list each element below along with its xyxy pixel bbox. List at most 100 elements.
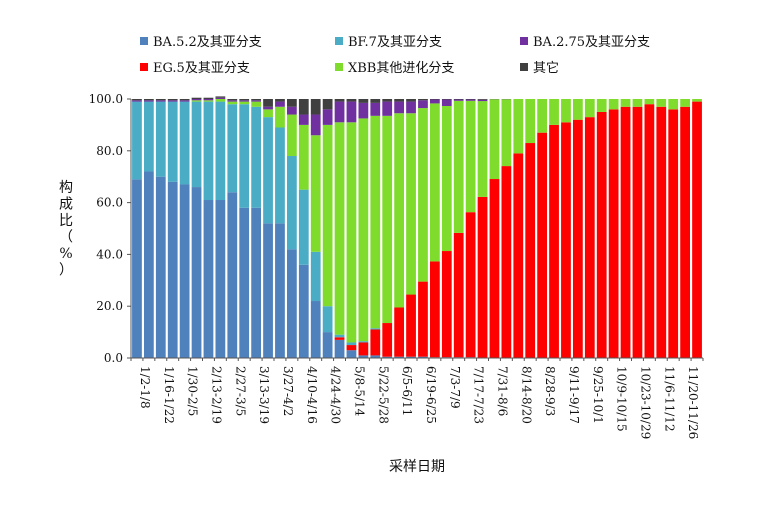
bar-segment-4-4 [180,100,190,101]
bar-segment-3-33 [525,99,535,143]
bar-segment-0-18 [347,350,357,358]
bar-segment-1-42 [633,107,643,358]
bar-segment-4-20 [370,103,380,116]
bar-segment-3-10 [251,102,261,107]
bars-layer [132,96,702,358]
bar-segment-1-27 [454,233,464,357]
bar-segment-3-12 [275,107,285,128]
x-tick-label: 7/31-8/6 [495,366,509,416]
bar-segment-3-37 [573,99,583,120]
bar-segment-3-24 [418,108,428,282]
bar-segment-4-26 [442,100,452,106]
y-axis-title-char: ） [59,263,73,279]
bar-segment-3-7 [215,99,225,102]
bar-segment-4-22 [394,102,404,114]
bar-segment-2-14 [299,190,309,265]
y-axis-title-char: % [59,246,72,262]
bar-segment-1-39 [597,112,607,358]
x-tick-label: 7/3-7/9 [448,366,462,409]
bar-segment-0-3 [168,182,178,358]
bar-segment-2-13 [287,156,297,249]
bar-segment-2-0 [132,102,142,180]
x-tick-label: 6/5-6/11 [400,366,414,416]
bar-segment-1-25 [430,261,440,357]
legend-label: BA.2.75及其亚分支 [533,35,650,50]
y-axis-title-char: 比 [59,213,73,229]
y-tick-label: 0.0 [104,351,123,365]
legend-swatch [335,63,343,71]
bar-segment-4-5 [192,99,202,100]
bar-segment-1-29 [478,197,488,358]
bar-segment-3-30 [490,99,500,179]
bar-segment-3-27 [454,101,464,233]
bar-segment-3-35 [549,99,559,125]
bar-segment-3-39 [597,99,607,112]
bar-segment-4-8 [227,100,237,101]
bar-segment-0-2 [156,177,166,358]
bar-segment-5-4 [180,99,190,100]
bar-segment-2-17 [335,335,345,338]
bar-segment-4-18 [347,102,357,123]
bar-segment-3-19 [358,118,368,341]
bar-segment-1-26 [442,251,452,357]
x-tick-label: 7/17-7/23 [472,366,486,424]
x-tick-label: 1/2-1/8 [138,366,152,409]
bar-segment-0-0 [132,179,142,358]
bar-segment-5-27 [454,99,464,100]
bar-segment-5-17 [335,99,345,102]
bar-segment-0-6 [204,200,214,358]
bar-segment-5-22 [394,99,404,102]
bar-segment-2-4 [180,102,190,185]
bar-segment-3-38 [585,99,595,117]
bar-segment-2-2 [156,102,166,177]
bar-segment-3-5 [192,100,202,101]
legend-swatch [140,63,148,71]
bar-segment-3-15 [311,135,321,252]
bar-segment-0-13 [287,249,297,358]
bar-segment-3-41 [621,99,631,107]
y-tick-label: 40.0 [96,247,123,261]
x-tick-label: 9/11-9/17 [567,366,581,424]
bar-segment-4-17 [335,102,345,123]
x-tick-label: 9/25-10/1 [591,366,605,424]
bar-segment-0-1 [144,172,154,358]
bar-segment-4-29 [478,100,488,101]
bar-segment-2-20 [370,328,380,329]
bar-segment-5-3 [168,99,178,100]
bar-segment-5-29 [478,99,488,100]
bar-segment-5-13 [287,99,297,107]
bar-segment-4-6 [204,99,214,100]
x-tick-label: 5/22-5/28 [376,366,390,424]
y-tick-label: 80.0 [96,144,123,158]
bar-segment-0-16 [323,332,333,358]
bar-segment-4-13 [287,107,297,115]
bar-segment-1-30 [490,179,500,358]
x-tick-label: 1/30-2/5 [186,366,200,416]
y-tick-label: 100.0 [89,92,123,106]
bar-segment-3-23 [406,113,416,294]
bar-segment-5-12 [275,99,285,102]
bar-segment-1-35 [549,125,559,358]
bar-segment-5-28 [466,99,476,100]
bar-segment-3-44 [656,99,666,107]
bar-segment-2-15 [311,252,321,301]
bar-segment-4-10 [251,100,261,101]
bar-segment-3-9 [239,102,249,105]
bar-segment-4-28 [466,100,476,101]
bar-segment-3-8 [227,102,237,105]
x-tick-label: 10/23-10/29 [638,366,652,439]
bar-segment-4-9 [239,100,249,101]
legend-label: BA.5.2及其亚分支 [153,35,262,50]
bar-segment-0-15 [311,301,321,358]
y-axis-title-char: 成 [59,197,73,213]
bar-segment-4-2 [156,100,166,101]
bar-segment-1-41 [621,107,631,358]
bar-segment-3-40 [609,99,619,109]
x-tick-label: 8/28-9/3 [543,366,557,416]
bar-segment-4-24 [418,100,428,108]
x-tick-label: 1/16-1/22 [162,366,176,424]
bar-segment-1-40 [609,109,619,358]
bar-segment-1-43 [644,104,654,358]
y-tick-label: 60.0 [96,196,123,210]
x-axis-title: 采样日期 [389,459,445,475]
